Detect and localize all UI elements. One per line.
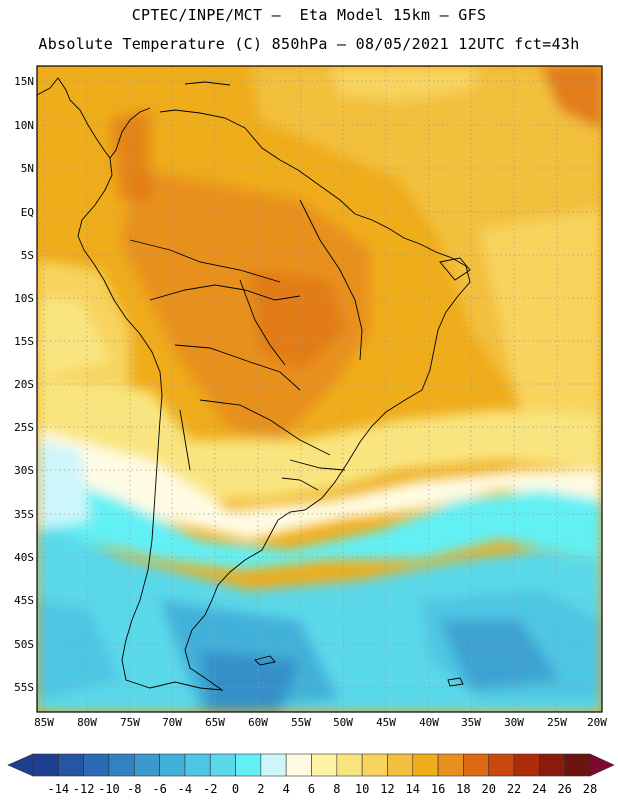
lon-label: 65W bbox=[205, 716, 225, 729]
lat-label: 30S bbox=[14, 464, 34, 477]
colorbar-label: -6 bbox=[152, 782, 166, 796]
colorbar-arrow-right bbox=[589, 753, 615, 777]
lat-label: 50S bbox=[14, 638, 34, 651]
lon-label: 75W bbox=[120, 716, 140, 729]
coastlines-borders bbox=[37, 77, 471, 691]
colorbar-label: 4 bbox=[283, 782, 290, 796]
lat-label: 40S bbox=[14, 551, 34, 564]
title-line-1: CPTEC/INPE/MCT – Eta Model 15km – GFS bbox=[131, 6, 487, 24]
colorbar-box bbox=[133, 753, 160, 777]
lat-label: 45S bbox=[14, 594, 34, 607]
longitude-labels: 85W 80W 75W 70W 65W 60W 55W 50W 45W 40W … bbox=[34, 716, 607, 729]
colorbar-box bbox=[83, 753, 110, 777]
latitude-labels: 15N 10N 5N EQ 5S 10S 15S 20S 25S 30S 35S… bbox=[14, 75, 34, 694]
lat-label: 15S bbox=[14, 335, 34, 348]
colorbar-box bbox=[488, 753, 515, 777]
title-line-2: Absolute Temperature (C) 850hPa – 08/05/… bbox=[38, 35, 580, 53]
colorbar-box bbox=[58, 753, 84, 777]
lon-label: 30W bbox=[504, 716, 524, 729]
lon-label: 55W bbox=[291, 716, 311, 729]
colorbar-label: 0 bbox=[232, 782, 239, 796]
colorbar-box bbox=[32, 753, 59, 777]
colorbar-box bbox=[336, 753, 363, 777]
colorbar-box bbox=[285, 753, 312, 777]
lat-label: 25S bbox=[14, 421, 34, 434]
colorbar-label: -4 bbox=[178, 782, 192, 796]
lat-label: 20S bbox=[14, 378, 34, 391]
lon-label: 85W bbox=[34, 716, 54, 729]
colorbar bbox=[7, 753, 615, 777]
colorbar-label: 18 bbox=[456, 782, 470, 796]
colorbar-box bbox=[564, 753, 591, 777]
temperature-field bbox=[37, 66, 602, 712]
lon-label: 25W bbox=[547, 716, 567, 729]
lat-label: 15N bbox=[14, 75, 34, 88]
colorbar-box bbox=[539, 753, 565, 777]
colorbar-label: 10 bbox=[355, 782, 369, 796]
lon-label: 45W bbox=[376, 716, 396, 729]
colorbar-label: -10 bbox=[98, 782, 120, 796]
colorbar-label: 16 bbox=[431, 782, 445, 796]
colorbar-label: 20 bbox=[482, 782, 496, 796]
colorbar-box bbox=[108, 753, 135, 777]
colorbar-label: 14 bbox=[406, 782, 420, 796]
colorbar-label: 22 bbox=[507, 782, 521, 796]
colorbar-label: 24 bbox=[532, 782, 546, 796]
lon-label: 50W bbox=[333, 716, 353, 729]
lon-label: 20W bbox=[587, 716, 607, 729]
colorbar-label: 6 bbox=[308, 782, 315, 796]
colorbar-box bbox=[184, 753, 211, 777]
lat-label: EQ bbox=[21, 206, 34, 219]
colorbar-label: 12 bbox=[380, 782, 394, 796]
lon-label: 35W bbox=[461, 716, 481, 729]
colorbar-label: 26 bbox=[557, 782, 571, 796]
lon-label: 60W bbox=[248, 716, 268, 729]
colorbar-box bbox=[437, 753, 464, 777]
lon-label: 80W bbox=[77, 716, 97, 729]
colorbar-arrow-left bbox=[7, 753, 34, 777]
colorbar-label: 28 bbox=[583, 782, 597, 796]
colorbar-box bbox=[235, 753, 262, 777]
lat-label: 10N bbox=[14, 119, 34, 132]
lat-label: 5S bbox=[21, 249, 34, 262]
colorbar-box bbox=[387, 753, 414, 777]
lon-label: 70W bbox=[162, 716, 182, 729]
colorbar-label: -12 bbox=[73, 782, 95, 796]
colorbar-box bbox=[361, 753, 388, 777]
lon-label: 40W bbox=[419, 716, 439, 729]
colorbar-label: 2 bbox=[257, 782, 264, 796]
colorbar-label: -14 bbox=[47, 782, 69, 796]
lat-label: 10S bbox=[14, 292, 34, 305]
colorbar-box bbox=[209, 753, 236, 777]
colorbar-box bbox=[513, 753, 540, 777]
colorbar-label: 8 bbox=[333, 782, 340, 796]
colorbar-label: -8 bbox=[127, 782, 141, 796]
lat-label: 55S bbox=[14, 681, 34, 694]
colorbar-box bbox=[159, 753, 186, 777]
colorbar-box bbox=[311, 753, 338, 777]
colorbar-box bbox=[463, 753, 490, 777]
colorbar-box bbox=[260, 753, 287, 777]
colorbar-labels: -14 -12 -10 -8 -6 -4 -2 0 2 4 6 8 10 12 14 16 18 20 22 24 26… bbox=[47, 782, 597, 796]
colorbar-box bbox=[412, 753, 439, 777]
lat-label: 5N bbox=[21, 162, 34, 175]
map-frame bbox=[36, 65, 603, 713]
colorbar-label: -2 bbox=[203, 782, 217, 796]
lat-label: 35S bbox=[14, 508, 34, 521]
